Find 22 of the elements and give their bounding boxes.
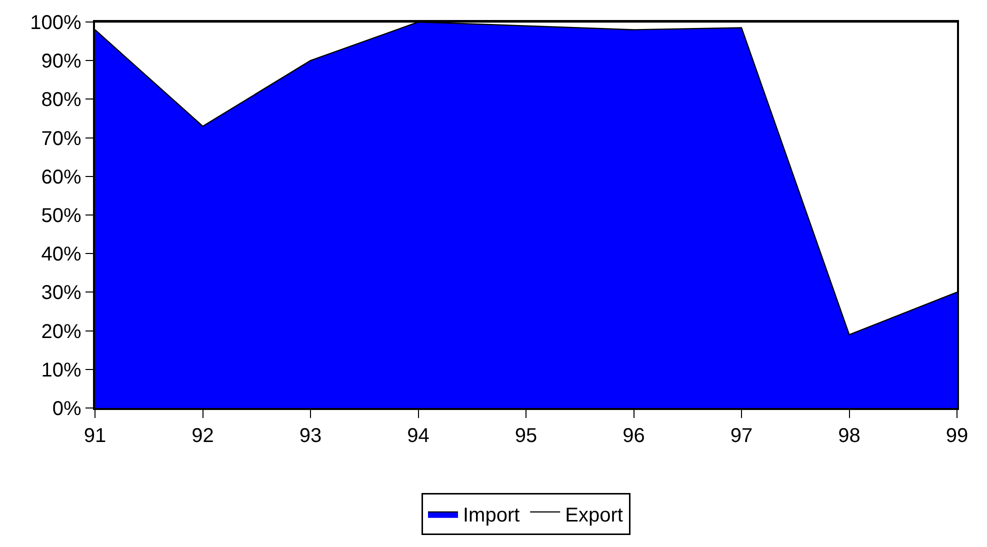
y-tick-label: 30% — [41, 282, 82, 304]
y-tick-label: 70% — [41, 128, 82, 150]
y-tick-label: 20% — [41, 320, 82, 343]
x-tick-label: 95 — [514, 424, 538, 447]
x-tick-label: 98 — [838, 424, 860, 447]
y-tick-label: 90% — [41, 50, 82, 73]
y-tick-label: 10% — [41, 359, 82, 382]
x-tick-label: 97 — [730, 424, 753, 447]
y-tick-label: 60% — [41, 166, 82, 188]
y-tick-label: 100% — [30, 12, 82, 34]
x-tick-label: 99 — [946, 424, 968, 447]
x-tick-label: 91 — [84, 424, 106, 447]
x-tick-label: 96 — [622, 424, 645, 447]
x-tick-label: 94 — [407, 424, 430, 447]
legend-label: Import — [463, 504, 520, 527]
x-tick-label: 92 — [192, 424, 214, 447]
y-tick-label: 40% — [41, 244, 82, 266]
x-tick-label: 93 — [299, 424, 322, 447]
y-tick-label: 0% — [52, 398, 82, 420]
y-tick-label: 80% — [41, 89, 82, 112]
legend-label: Export — [565, 504, 624, 527]
y-tick-label: 50% — [41, 205, 82, 227]
